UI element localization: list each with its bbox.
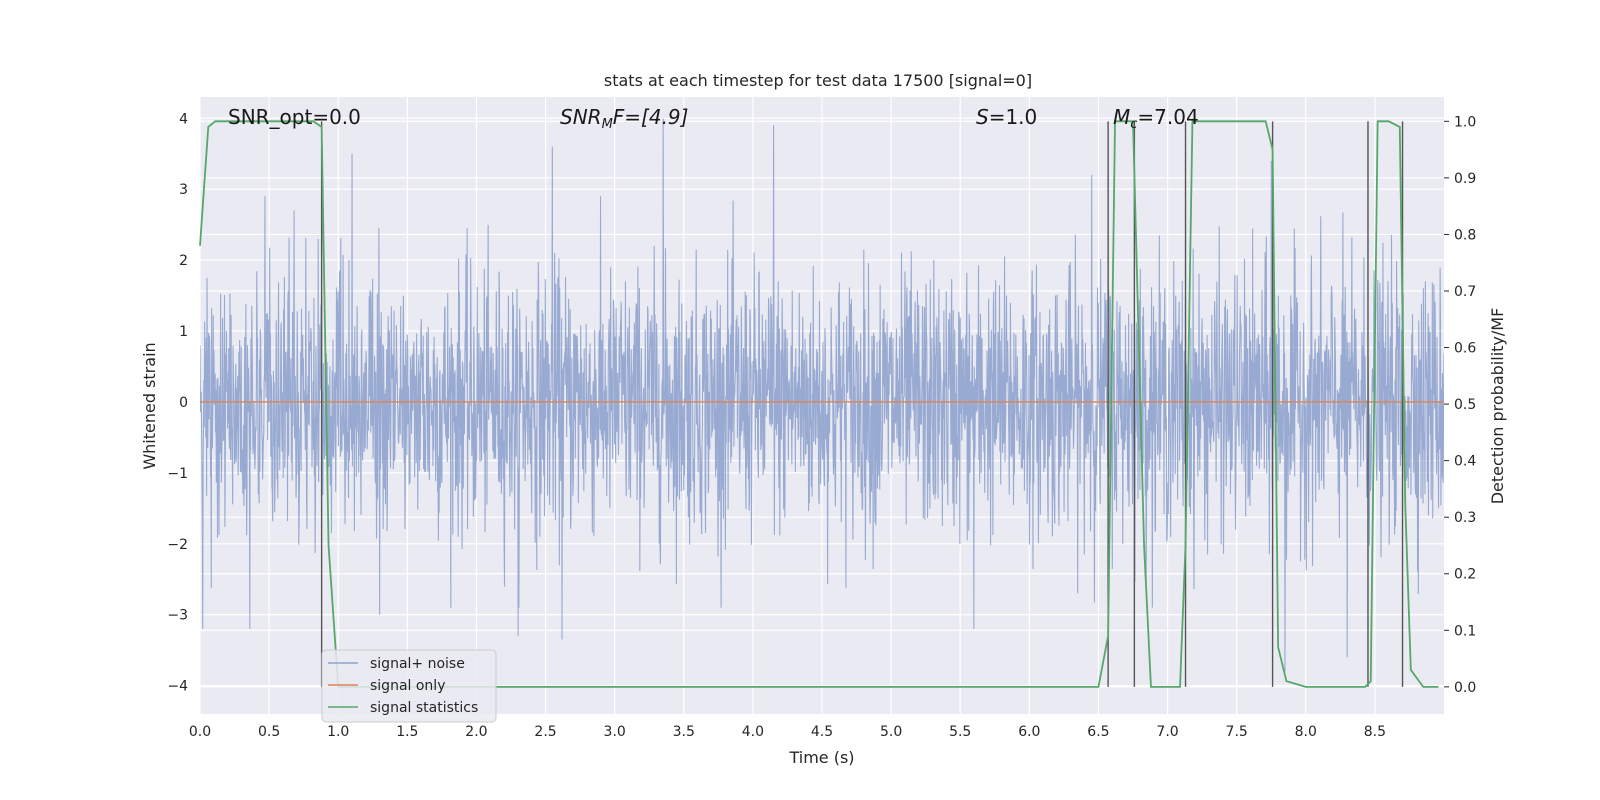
x-tick-label: 2.5 <box>534 724 556 740</box>
x-tick-label: 2.0 <box>465 724 487 740</box>
x-tick-label: 7.0 <box>1156 724 1178 740</box>
y2-tick-label: 0.6 <box>1454 341 1476 357</box>
y-tick-label: 2 <box>179 253 188 269</box>
legend: signal+ noise signal only signal statist… <box>321 649 497 723</box>
x-tick-label: 6.5 <box>1087 724 1109 740</box>
y-tick-label: 4 <box>179 111 188 127</box>
y-tick-labels: 4 3 2 1 0 −1 −2 −3 −4 <box>167 111 188 694</box>
legend-label-noise: signal+ noise <box>370 656 465 672</box>
y2-tick-label: 0.1 <box>1454 623 1476 639</box>
y-tick-label: −2 <box>167 537 188 553</box>
legend-label-stats: signal statistics <box>370 700 478 716</box>
y2-tick-label: 1.0 <box>1454 114 1476 130</box>
x-tick-label: 5.5 <box>949 724 971 740</box>
y2-tick-label: 0.5 <box>1454 397 1476 413</box>
signal-noise-series <box>200 118 1444 672</box>
annotation-snr-opt: SNR_opt=0.0 <box>228 105 361 129</box>
y2-tick-label: 0.8 <box>1454 227 1476 243</box>
annotation-mc: Mc=7.04 <box>1113 105 1199 132</box>
x-tick-label: 1.5 <box>396 724 418 740</box>
y2-axis-label: Detection probability/MF <box>1488 308 1507 505</box>
signal-statistics-line <box>199 120 1439 688</box>
annotation-snr-mf: SNRMF=[4.9] <box>560 105 688 132</box>
signal-statistics-series <box>199 120 1439 688</box>
x-axis-label: Time (s) <box>788 748 854 767</box>
x-tick-label: 4.5 <box>811 724 833 740</box>
y2-tick-label: 0.4 <box>1454 454 1476 470</box>
x-tick-label: 3.5 <box>673 724 695 740</box>
x-tick-label: 8.0 <box>1295 724 1317 740</box>
y2-tick-label: 0.0 <box>1454 680 1476 696</box>
y-tick-label: 3 <box>179 182 188 198</box>
x-tick-label: 5.0 <box>880 724 902 740</box>
noise-trace <box>200 118 1444 672</box>
y2-tick-label: 0.7 <box>1454 284 1476 300</box>
x-tick-label: 3.0 <box>604 724 626 740</box>
y-tick-label: −3 <box>167 608 188 624</box>
annotation-s: S=1.0 <box>976 105 1037 129</box>
y2-tick-label: 0.2 <box>1454 567 1476 583</box>
y2-tick-label: 0.3 <box>1454 510 1476 526</box>
legend-box <box>321 649 497 723</box>
x-tick-label: 7.5 <box>1226 724 1248 740</box>
x-tick-label: 0.0 <box>189 724 211 740</box>
legend-label-signal: signal only <box>370 678 445 694</box>
y2-tick-label: 0.9 <box>1454 171 1476 187</box>
x-tick-label: 1.0 <box>327 724 349 740</box>
y-tick-label: 1 <box>179 324 188 340</box>
y-tick-label: −4 <box>167 679 188 695</box>
x-tick-label: 0.5 <box>258 724 280 740</box>
x-tick-label: 6.0 <box>1018 724 1040 740</box>
x-tick-label: 4.0 <box>742 724 764 740</box>
y-tick-label: −1 <box>167 466 188 482</box>
chart-title: stats at each timestep for test data 175… <box>604 71 1032 90</box>
x-tick-labels: 0.0 0.5 1.0 1.5 2.0 2.5 3.0 3.5 4.0 4.5 5.0 5.5 6.0 6… <box>189 724 1386 740</box>
x-tick-label: 8.5 <box>1364 724 1386 740</box>
y-tick-label: 0 <box>179 395 188 411</box>
y2-tick-labels: 1.0 0.9 0.8 0.7 0.6 0.5 0.4 0.3 0.2 0.1 0.0 <box>1444 114 1476 696</box>
y-axis-label: Whitened strain <box>140 342 159 469</box>
